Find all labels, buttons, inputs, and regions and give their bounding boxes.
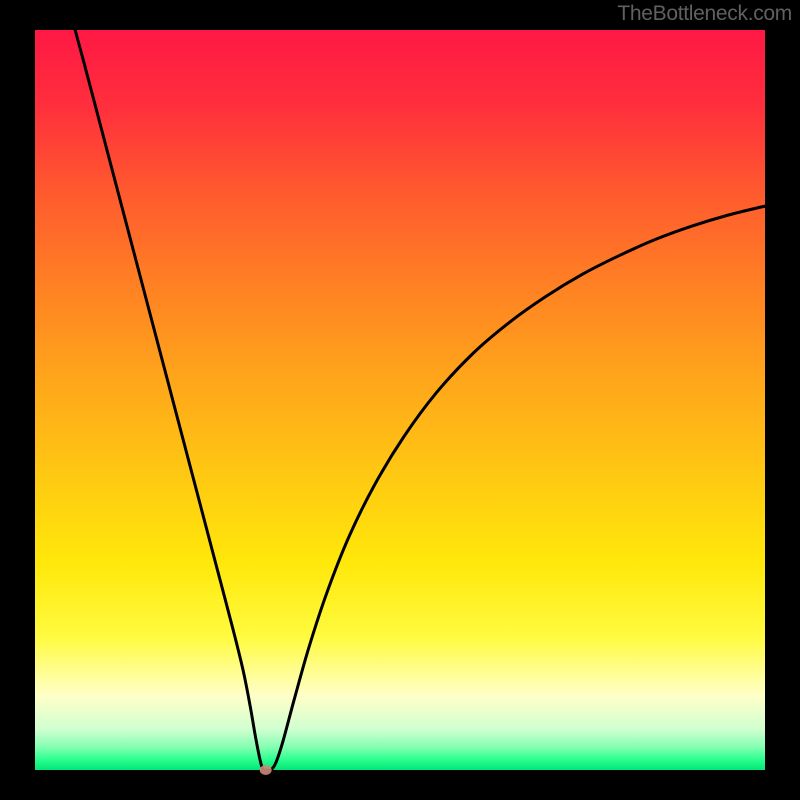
plot-background [35,30,765,770]
watermark-text: TheBottleneck.com [617,2,792,26]
chart-container: TheBottleneck.com [0,0,800,800]
optimum-marker [260,765,272,775]
bottleneck-chart [0,0,800,800]
